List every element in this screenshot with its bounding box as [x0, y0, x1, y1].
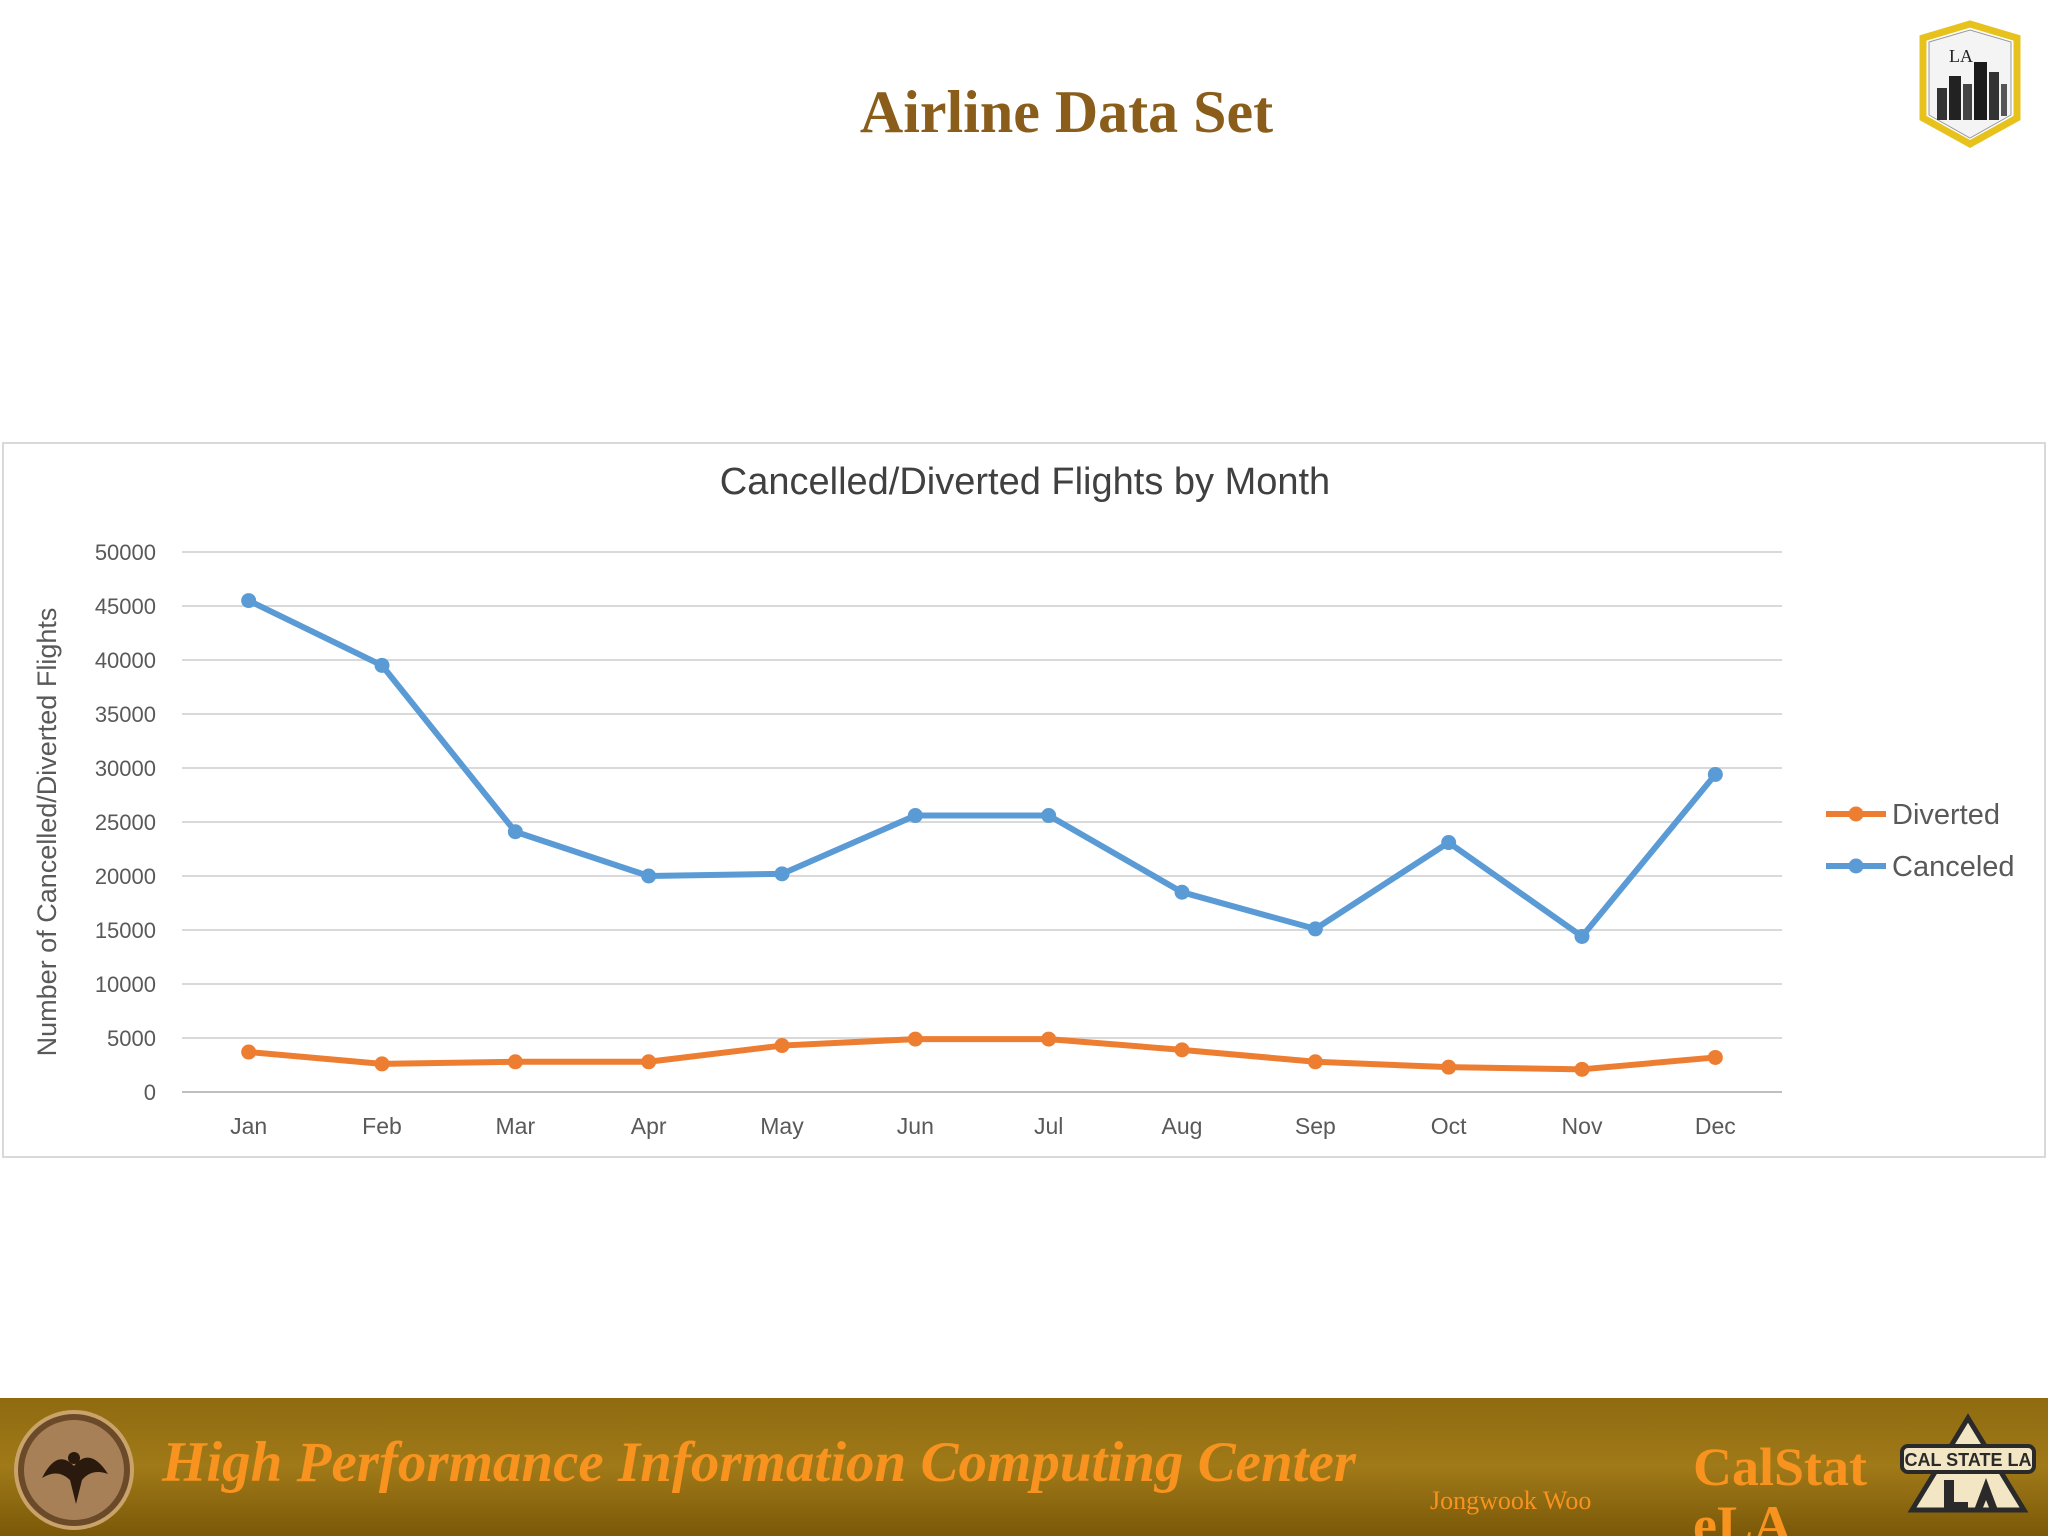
x-tick-label: Jun — [897, 1113, 934, 1139]
x-tick-label: Jan — [230, 1113, 267, 1139]
y-tick-label: 50000 — [95, 540, 156, 565]
y-tick-label: 15000 — [95, 918, 156, 943]
cal-state-la-logo: CAL STATE LA — [1900, 1413, 2036, 1513]
logo-text: CAL STATE LA — [1905, 1450, 2032, 1470]
data-point-diverted — [1707, 1049, 1723, 1065]
x-tick-label: Oct — [1431, 1113, 1467, 1139]
data-point-canceled — [774, 866, 790, 882]
x-tick-label: Sep — [1295, 1113, 1336, 1139]
y-tick-label: 30000 — [95, 756, 156, 781]
x-tick-label: Jul — [1034, 1113, 1063, 1139]
legend-marker-diverted — [1848, 806, 1864, 822]
x-tick-label: May — [760, 1113, 804, 1139]
data-point-diverted — [774, 1038, 790, 1054]
data-point-canceled — [1041, 808, 1057, 824]
data-point-canceled — [1441, 835, 1457, 851]
slide-title: Airline Data Set — [859, 79, 1274, 145]
data-point-diverted — [1307, 1054, 1323, 1070]
line-chart: Cancelled/Diverted Flights by Month Numb… — [32, 461, 2015, 1139]
data-point-diverted — [1441, 1059, 1457, 1075]
data-point-canceled — [907, 808, 923, 824]
x-tick-label: Dec — [1695, 1113, 1736, 1139]
y-tick-label: 0 — [144, 1080, 156, 1105]
data-point-canceled — [241, 593, 257, 609]
x-tick-label: Aug — [1162, 1113, 1203, 1139]
center-name: High Performance Information Computing C… — [162, 1431, 1356, 1494]
cal-state-la-badge-logo: LA — [1919, 20, 2021, 148]
y-tick-label: 20000 — [95, 864, 156, 889]
school-name: CalStateLA — [1693, 1437, 1867, 1536]
series-line-diverted — [245, 1036, 1719, 1073]
x-tick-label: Mar — [496, 1113, 536, 1139]
x-tick-label: Apr — [631, 1113, 667, 1139]
data-point-diverted — [1174, 1042, 1190, 1058]
data-point-canceled — [641, 868, 657, 884]
y-tick-label: 45000 — [95, 594, 156, 619]
legend-label-diverted: Diverted — [1892, 799, 2000, 831]
data-point-diverted — [641, 1054, 657, 1070]
data-point-canceled — [507, 824, 523, 840]
data-point-diverted — [907, 1031, 923, 1047]
badge-text: LA — [1949, 46, 1973, 66]
y-tick-label: 35000 — [95, 702, 156, 727]
data-point-diverted — [507, 1054, 523, 1070]
y-tick-label: 10000 — [95, 972, 156, 997]
footer-bar: High Performance Information Computing C… — [0, 1398, 2048, 1536]
data-point-diverted — [241, 1044, 257, 1060]
data-point-canceled — [1707, 766, 1723, 782]
data-point-canceled — [1307, 921, 1323, 937]
phoenix-seal-icon — [14, 1410, 134, 1530]
data-point-diverted — [374, 1056, 390, 1072]
legend-marker-canceled — [1848, 858, 1864, 874]
y-tick-label: 40000 — [95, 648, 156, 673]
x-tick-label: Feb — [362, 1113, 402, 1139]
data-point-canceled — [1174, 884, 1190, 900]
legend-label-canceled: Canceled — [1892, 851, 2015, 883]
y-axis-label: Number of Cancelled/Diverted Flights — [32, 608, 62, 1057]
data-point-diverted — [1041, 1031, 1057, 1047]
data-point-canceled — [1574, 928, 1590, 944]
x-tick-label: Nov — [1562, 1113, 1603, 1139]
author-name: Jongwook Woo — [1430, 1486, 1592, 1515]
data-point-diverted — [1574, 1061, 1590, 1077]
series-line-canceled — [245, 597, 1719, 940]
y-tick-label: 5000 — [107, 1026, 156, 1051]
y-tick-label: 25000 — [95, 810, 156, 835]
data-point-canceled — [374, 657, 390, 673]
chart-title: Cancelled/Diverted Flights by Month — [720, 461, 1330, 503]
chart-frame: Cancelled/Diverted Flights by Month Numb… — [2, 442, 2046, 1158]
